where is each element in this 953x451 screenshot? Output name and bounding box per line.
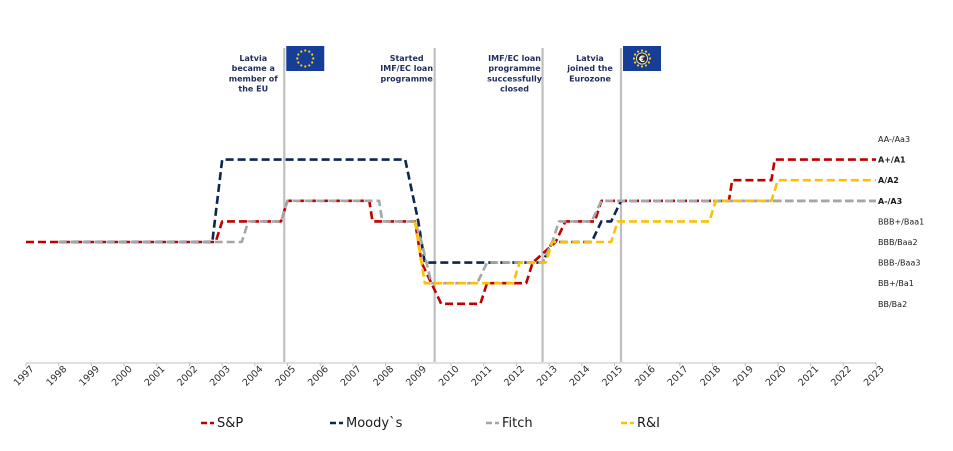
x-tick-label: 2023	[862, 364, 887, 389]
flag-star	[297, 61, 300, 64]
flag-star	[648, 57, 652, 60]
rating-series	[26, 158, 876, 306]
x-tick-label: 2003	[208, 364, 233, 389]
eu-flag	[286, 46, 325, 71]
x-tick-label: 2017	[666, 364, 691, 389]
x-tick-label: 2005	[273, 364, 298, 389]
event-annotation-line: IMF/EC loan	[380, 64, 433, 73]
event-annotation-line: closed	[500, 85, 529, 94]
event-annotation-line: successfully	[487, 74, 543, 83]
rating-label: A/A2	[878, 176, 899, 185]
flag-star	[640, 65, 644, 68]
x-tick-label: 2000	[110, 364, 135, 389]
rating-label: BBB/Baa2	[878, 238, 918, 247]
flag-star	[297, 53, 300, 56]
flag-star	[300, 50, 303, 53]
x-tick-label: 2007	[339, 364, 364, 389]
legend-item-r-i: R&I	[621, 416, 660, 431]
legend-label: Fitch	[502, 416, 533, 431]
x-tick-label: 2014	[568, 364, 593, 389]
rating-label: BB+/Ba1	[878, 279, 914, 288]
flag-star	[308, 64, 311, 67]
legend-item-s-p: S&P	[201, 416, 243, 431]
x-tick-label: 2020	[764, 364, 789, 389]
event-annotation-line: Eurozone	[569, 74, 611, 83]
event-annotation-line: the EU	[238, 85, 268, 94]
flag-star	[644, 64, 648, 67]
x-tick-label: 2018	[698, 364, 723, 389]
flag-star	[640, 49, 644, 52]
series-fitch	[58, 199, 876, 285]
event-annotation-line: Latvia	[239, 54, 267, 63]
event-annotation-line: programme	[380, 74, 433, 83]
series-r-i	[413, 178, 876, 285]
event-annotation-line: Latvia	[576, 54, 604, 63]
rating-label: A-/A3	[878, 197, 902, 206]
flag-star	[304, 65, 307, 68]
flag-star	[300, 64, 303, 67]
event-annotation-line: Started	[390, 54, 424, 63]
rating-label: BBB+/Baa1	[878, 217, 924, 226]
x-tick-label: 2002	[175, 364, 200, 389]
euro-sign-icon: €	[638, 55, 645, 65]
euro-flag: €	[623, 46, 661, 71]
legend-item-moody-s: Moody`s	[330, 416, 403, 431]
flag-star	[633, 53, 637, 56]
rating-label: BBB-/Baa3	[878, 259, 920, 268]
x-tick-label: 1998	[44, 364, 69, 389]
event-annotation-line: programme	[488, 64, 541, 73]
flag-star	[311, 61, 314, 64]
flag-star	[308, 50, 311, 53]
x-axis: 1997 1998 1999 2000 2001 2002 2003 2004 2005 2006…	[12, 362, 887, 389]
x-tick-label: 1997	[12, 364, 37, 389]
flag-star	[304, 49, 307, 52]
rating-label: A+/A1	[878, 156, 906, 165]
rating-labels: AA-/Aa3 A+/A1 A/A2 A-/A3 BBB+/Baa1 BBB/Baa2 BB…	[878, 135, 924, 309]
event-annotation-line: IMF/EC loan	[488, 54, 541, 63]
flag-star	[636, 64, 640, 67]
flag-star	[644, 50, 648, 53]
flag-star	[296, 57, 299, 60]
rating-label: BB/Ba2	[878, 300, 907, 309]
x-tick-label: 2021	[796, 364, 821, 389]
x-tick-label: 2015	[600, 364, 625, 389]
flag-star	[312, 57, 315, 60]
x-tick-label: 2006	[306, 364, 331, 389]
event-annotation-line: member of	[229, 74, 278, 83]
x-tick-label: 2009	[404, 364, 429, 389]
x-tick-label: 2011	[469, 364, 494, 389]
x-tick-label: 2012	[502, 364, 527, 389]
x-tick-label: 2022	[829, 364, 854, 389]
series-moody-s	[58, 158, 876, 264]
x-tick-label: 1999	[77, 364, 102, 389]
x-tick-label: 2016	[633, 364, 658, 389]
x-tick-label: 2004	[241, 364, 266, 389]
flag-star	[636, 50, 640, 53]
x-tick-label: 2013	[535, 364, 560, 389]
x-tick-label: 2010	[437, 364, 462, 389]
event-annotation-line: joined the	[566, 64, 613, 73]
x-tick-label: 2001	[143, 364, 168, 389]
flag-star	[632, 57, 636, 60]
legend: S&P Moody`s Fitch R&I	[201, 416, 660, 431]
rating-label: AA-/Aa3	[878, 135, 910, 144]
euro-coin	[635, 52, 649, 65]
flag-star	[647, 61, 651, 64]
legend-label: Moody`s	[346, 416, 403, 431]
event-annotation-line: became a	[232, 64, 275, 73]
flag-star	[633, 61, 637, 64]
flag-star	[311, 53, 314, 56]
legend-label: R&I	[637, 416, 660, 431]
legend-item-fitch: Fitch	[486, 416, 533, 431]
flag-star	[647, 53, 651, 56]
legend-label: S&P	[217, 416, 243, 431]
x-tick-label: 2008	[371, 364, 396, 389]
x-tick-label: 2019	[731, 364, 756, 389]
